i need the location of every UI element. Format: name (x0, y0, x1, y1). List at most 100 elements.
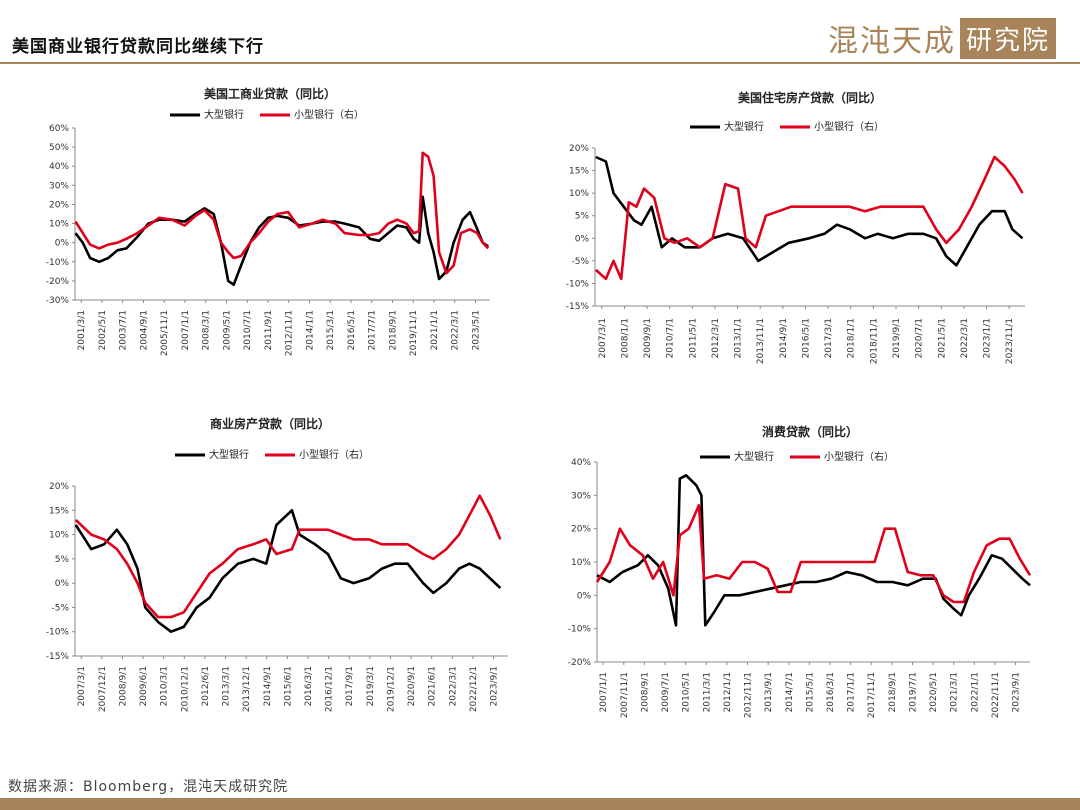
brand-box: 研究院 (959, 17, 1056, 59)
footer-band (0, 798, 1080, 810)
x-tick-label: 2016/12/1 (325, 666, 335, 712)
y-tick-label: 20% (569, 144, 589, 154)
y-tick-label: 20% (571, 525, 591, 535)
legend-label: 小型银行（右） (294, 108, 364, 121)
brand-text: 混沌天成 (827, 24, 956, 59)
x-tick-label: 2017/1/1 (847, 672, 857, 712)
chart-title: 美国住宅房产贷款（同比） (738, 90, 882, 105)
series-line (74, 195, 489, 286)
series-line (595, 155, 1024, 267)
x-tick-label: 2017/3/1 (824, 318, 834, 358)
x-tick-label: 2010/3/1 (160, 666, 170, 706)
x-tick-label: 2009/6/1 (139, 666, 149, 706)
x-tick-label: 2009/5/1 (222, 310, 232, 350)
x-tick-label: 2021/3/1 (950, 672, 960, 712)
x-tick-label: 2011/3/1 (702, 672, 712, 712)
y-tick-label: 5% (55, 555, 70, 565)
x-tick-label: 2008/9/1 (640, 672, 650, 712)
x-tick-label: 2020/7/1 (915, 318, 925, 358)
legend-label: 大型银行 (734, 450, 774, 463)
x-tick-label: 2022/11/1 (991, 672, 1001, 718)
legend-label: 大型银行 (724, 120, 764, 133)
x-tick-label: 2015/6/1 (283, 666, 293, 706)
data-source-note: 数据来源：Bloomberg，混沌天成研究院 (8, 779, 289, 795)
y-tick-label: -20% (568, 658, 592, 668)
x-tick-label: 2010/5/1 (682, 672, 692, 712)
x-tick-label: 2012/6/1 (201, 666, 211, 706)
y-tick-label: 15% (569, 167, 589, 177)
series-line (595, 504, 1032, 604)
x-tick-label: 2013/3/1 (222, 666, 232, 706)
x-tick-label: 2008/1/1 (620, 318, 630, 358)
y-tick-label: 40% (49, 162, 69, 172)
x-tick-label: 2016/3/1 (826, 672, 836, 712)
y-tick-label: -5% (51, 603, 69, 613)
x-tick-label: 2016/5/1 (801, 318, 811, 358)
y-tick-label: 60% (49, 124, 69, 134)
x-tick-label: 2013/9/1 (764, 672, 774, 712)
x-tick-label: 2019/9/1 (892, 318, 902, 358)
x-tick-label: 2023/1/1 (983, 318, 993, 358)
y-tick-label: -15% (566, 302, 590, 312)
x-tick-label: 2016/5/1 (347, 310, 357, 350)
x-tick-label: 2007/3/1 (77, 666, 87, 706)
x-tick-label: 2017/9/1 (345, 666, 355, 706)
y-tick-label: 5% (575, 212, 590, 222)
x-tick-label: 2007/11/1 (620, 672, 630, 718)
x-tick-label: 2014/1/1 (305, 310, 315, 350)
x-tick-label: 2018/11/1 (869, 318, 879, 364)
x-tick-label: 2012/1/1 (723, 672, 733, 712)
x-tick-label: 2012/11/1 (744, 672, 754, 718)
y-tick-label: 10% (49, 220, 69, 230)
series-line (74, 509, 502, 633)
x-tick-label: 2021/6/1 (428, 666, 438, 706)
x-tick-label: 2005/11/1 (160, 310, 170, 356)
x-tick-label: 2007/12/1 (98, 666, 108, 712)
chart-ci-loans: 美国工商业贷款（同比） 大型银行 小型银行（右） 60% 50% 40% 30% 20% 10%… (46, 86, 490, 356)
y-tick-label: 20% (49, 200, 69, 210)
y-tick-label: 40% (571, 458, 591, 468)
x-tick-label: 2020/5/1 (929, 672, 939, 712)
x-tick-label: 2010/7/1 (666, 318, 676, 358)
chart-title: 美国工商业贷款（同比） (204, 86, 336, 101)
x-tick-label: 2022/12/1 (469, 666, 479, 712)
y-tick-label: 10% (569, 189, 589, 199)
y-tick-label: -10% (46, 628, 70, 638)
x-tick-label: 2008/3/1 (202, 310, 212, 350)
x-tick-label: 2011/9/1 (264, 310, 274, 350)
y-tick-label: -10% (566, 279, 590, 289)
x-tick-label: 2015/3/1 (326, 310, 336, 350)
x-tick-label: 2021/1/1 (430, 310, 440, 350)
x-tick-label: 2010/7/1 (243, 310, 253, 350)
y-tick-label: -10% (46, 258, 70, 268)
x-tick-label: 2012/3/1 (711, 318, 721, 358)
y-tick-label: 20% (49, 482, 69, 492)
y-tick-label: -30% (46, 296, 70, 306)
y-tick-label: 0% (55, 239, 70, 249)
y-tick-label: 10% (571, 558, 591, 568)
x-tick-label: 2014/7/1 (785, 672, 795, 712)
x-tick-label: 2004/9/1 (139, 310, 149, 350)
y-tick-label: 30% (49, 181, 69, 191)
x-tick-label: 2007/1/1 (181, 310, 191, 350)
x-tick-label: 2023/9/1 (490, 666, 500, 706)
chart-title: 消费贷款（同比） (762, 424, 858, 439)
series-line (594, 155, 1024, 281)
page-title: 美国商业银行贷款同比继续下行 (12, 37, 264, 57)
x-tick-label: 2019/7/1 (908, 672, 918, 712)
x-tick-label: 2021/5/1 (937, 318, 947, 358)
chart-consumer-loans: 消费贷款（同比） 大型银行 小型银行（右） 40% 30% 20% 10% 0% -10% -20… (568, 424, 1032, 718)
x-tick-label: 2022/3/1 (960, 318, 970, 358)
y-tick-label: -15% (46, 652, 70, 662)
x-tick-label: 2014/9/1 (263, 666, 273, 706)
y-tick-label: 0% (577, 591, 592, 601)
x-tick-label: 2016/3/1 (304, 666, 314, 706)
x-tick-label: 2023/5/1 (471, 310, 481, 350)
y-tick-label: -10% (568, 625, 592, 635)
y-tick-label: 15% (49, 506, 69, 516)
x-tick-label: 2001/3/1 (77, 310, 87, 350)
brand-logo: 混沌天成 研究院 (828, 16, 1056, 60)
x-tick-label: 2015/5/1 (805, 672, 815, 712)
y-tick-label: 0% (575, 234, 590, 244)
legend-label: 小型银行（右） (814, 120, 884, 133)
